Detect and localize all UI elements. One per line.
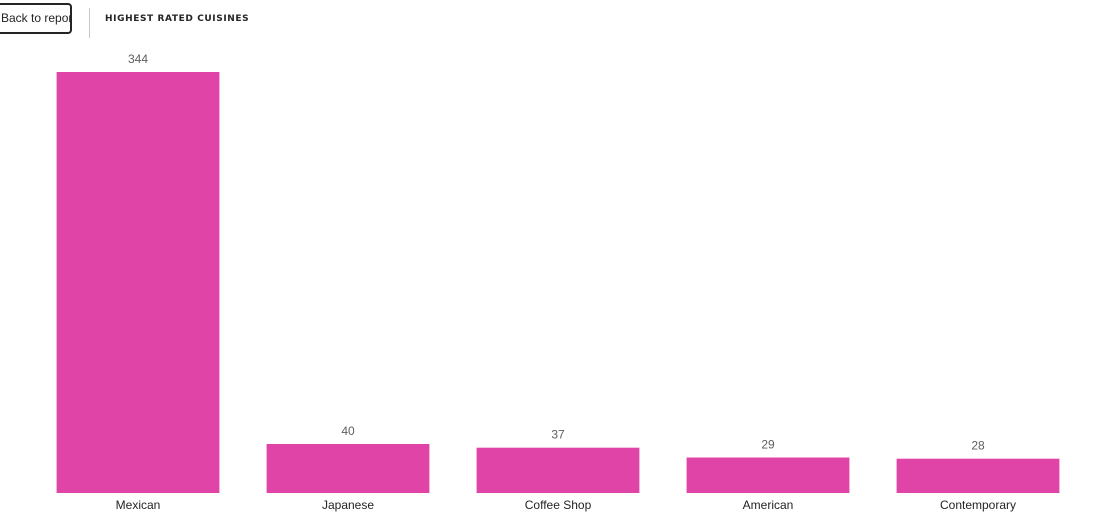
data-label-japanese: 40 [341,424,355,438]
bar-japanese[interactable] [266,444,430,493]
x-tick-label-american: American [743,498,794,512]
x-tick-label-coffee-shop: Coffee Shop [525,498,592,512]
header-divider [89,8,90,38]
data-label-contemporary: 28 [971,439,985,453]
chart-title: HIGHEST RATED CUISINES [105,14,250,24]
data-label-american: 29 [761,438,775,452]
data-label-group: 344 40 37 29 28 [128,52,985,453]
visual-header: Back to report HIGHEST RATED CUISINES [0,0,1118,40]
bar-mexican[interactable] [56,72,220,493]
data-label-coffee-shop: 37 [551,428,565,442]
bar-contemporary[interactable] [896,458,1060,493]
x-tick-label-contemporary: Contemporary [940,498,1016,512]
bar-group [56,72,1060,494]
x-tick-label-japanese: Japanese [322,498,374,512]
x-axis-tick-labels: Mexican Japanese Coffee Shop American Contem… [116,498,1016,512]
x-tick-label-mexican: Mexican [116,498,161,512]
bar-coffee-shop[interactable] [476,447,640,493]
back-to-report-button[interactable]: Back to report [0,3,72,34]
bar-american[interactable] [686,457,850,494]
data-label-mexican: 344 [128,52,148,66]
